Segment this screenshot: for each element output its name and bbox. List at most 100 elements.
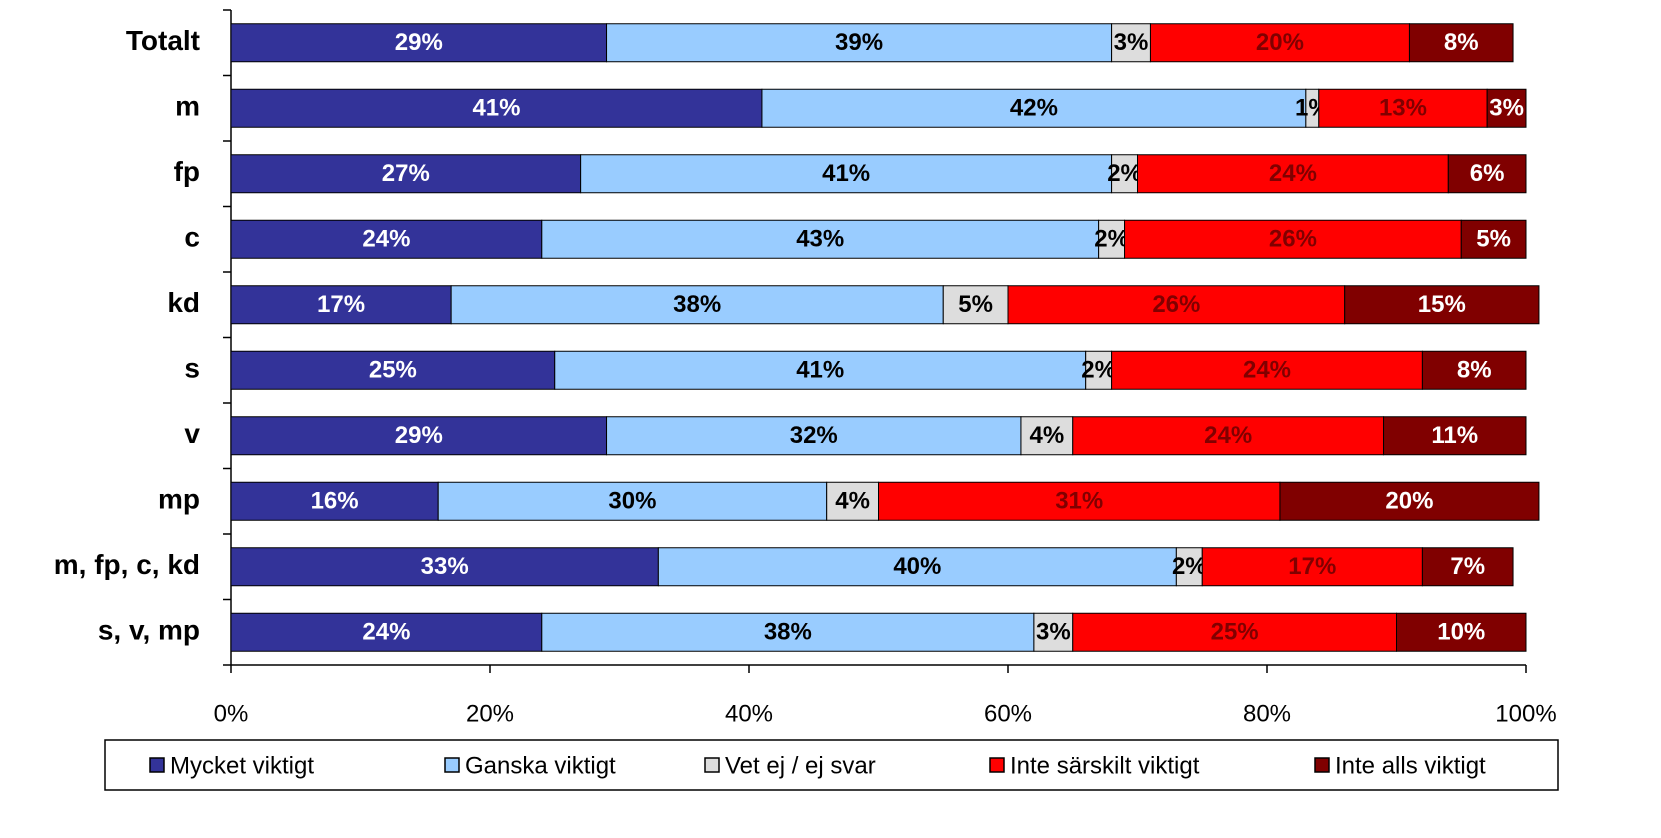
- data-label: 2%: [1094, 226, 1129, 253]
- data-label: 20%: [1256, 29, 1304, 56]
- data-label: 25%: [369, 357, 417, 384]
- data-label: 39%: [835, 29, 883, 56]
- legend-swatch: [1314, 757, 1330, 773]
- legend-label: Vet ej / ej svar: [725, 752, 876, 779]
- data-label: 13%: [1379, 95, 1427, 122]
- bar-segment: [1447, 154, 1527, 194]
- x-tick-label: 100%: [1495, 700, 1556, 727]
- bar-segment: [1396, 612, 1527, 652]
- bar-segment: [942, 285, 1009, 325]
- category-label: m, fp, c, kd: [54, 549, 200, 580]
- data-label: 38%: [764, 619, 812, 646]
- legend-label: Mycket viktigt: [170, 752, 314, 779]
- data-label: 29%: [395, 29, 443, 56]
- bar-segment: [1098, 219, 1126, 259]
- data-label: 3%: [1036, 619, 1071, 646]
- bar-segment: [1085, 350, 1113, 390]
- bar-segment: [230, 23, 608, 63]
- data-label: 6%: [1470, 160, 1505, 187]
- category-label: s: [184, 353, 200, 384]
- data-label: 5%: [1476, 226, 1511, 253]
- category-label: Totalt: [126, 25, 200, 56]
- bar-segment: [1344, 285, 1540, 325]
- data-label: 3%: [1114, 29, 1149, 56]
- data-label: 17%: [1288, 553, 1336, 580]
- data-label: 30%: [608, 488, 656, 515]
- data-label: 42%: [1010, 95, 1058, 122]
- bar-segment: [1137, 154, 1449, 194]
- bar-segment: [230, 285, 452, 325]
- bar-segment: [1072, 612, 1397, 652]
- data-label: 40%: [893, 553, 941, 580]
- legend-label: Inte alls viktigt: [1335, 752, 1486, 779]
- data-label: 41%: [796, 357, 844, 384]
- bar-segment: [1318, 88, 1488, 128]
- bar-segment: [878, 481, 1281, 521]
- category-label: fp: [174, 156, 200, 187]
- bar-segment: [230, 350, 556, 390]
- bar-segment: [1020, 416, 1074, 456]
- data-label: 32%: [790, 422, 838, 449]
- data-label: 4%: [835, 488, 870, 515]
- data-label: 31%: [1055, 488, 1103, 515]
- bar-segment: [230, 88, 763, 128]
- data-label: 26%: [1269, 226, 1317, 253]
- bar-segment: [1124, 219, 1462, 259]
- data-label: 43%: [796, 226, 844, 253]
- bar-segment: [1408, 23, 1514, 63]
- data-label: 2%: [1107, 160, 1142, 187]
- category-label: s, v, mp: [98, 615, 200, 646]
- bar-segment: [1149, 23, 1410, 63]
- bar-segment: [541, 612, 1035, 652]
- data-label: 17%: [317, 291, 365, 318]
- data-label: 8%: [1457, 357, 1492, 384]
- x-tick-label: 80%: [1243, 700, 1291, 727]
- data-label: 24%: [362, 226, 410, 253]
- data-label: 10%: [1437, 619, 1485, 646]
- data-label: 7%: [1450, 553, 1485, 580]
- x-tick-label: 40%: [725, 700, 773, 727]
- bar-segment: [606, 23, 1113, 63]
- category-label: v: [184, 418, 200, 449]
- legend-swatch: [704, 757, 720, 773]
- x-tick-label: 20%: [466, 700, 514, 727]
- legend-label: Ganska viktigt: [465, 752, 616, 779]
- legend-swatch: [444, 757, 460, 773]
- data-label: 25%: [1211, 619, 1259, 646]
- data-label: 8%: [1444, 29, 1479, 56]
- data-label: 24%: [1204, 422, 1252, 449]
- legend-label: Inte särskilt viktigt: [1010, 752, 1200, 779]
- bar-segment: [1111, 154, 1138, 194]
- data-label: 15%: [1418, 291, 1466, 318]
- category-label: c: [184, 222, 200, 253]
- bar-segment: [1007, 285, 1346, 325]
- data-label: 5%: [958, 291, 993, 318]
- bar-segment: [826, 481, 880, 521]
- data-label: 11%: [1431, 422, 1478, 449]
- bar-segment: [1460, 219, 1527, 259]
- data-label: 3%: [1489, 95, 1524, 122]
- bar-segment: [230, 547, 659, 587]
- data-label: 33%: [421, 553, 469, 580]
- bar-segment: [1421, 350, 1527, 390]
- x-tick-label: 0%: [214, 700, 249, 727]
- legend-swatch: [149, 757, 165, 773]
- data-label: 2%: [1172, 553, 1207, 580]
- data-label: 27%: [382, 160, 430, 187]
- bar-segment: [1072, 416, 1385, 456]
- bar-segment: [230, 154, 582, 194]
- data-label: 20%: [1385, 488, 1433, 515]
- legend-swatch: [989, 757, 1005, 773]
- bar-segment: [761, 88, 1307, 128]
- bar-segment: [657, 547, 1177, 587]
- bar-segment: [1175, 547, 1203, 587]
- bar-segment: [1421, 547, 1514, 587]
- data-label: 38%: [673, 291, 721, 318]
- data-label: 26%: [1152, 291, 1200, 318]
- bar-segment: [1486, 88, 1527, 128]
- bar-segment: [437, 481, 828, 521]
- data-label: 29%: [395, 422, 443, 449]
- data-label: 41%: [822, 160, 870, 187]
- bar-segment: [1033, 612, 1074, 652]
